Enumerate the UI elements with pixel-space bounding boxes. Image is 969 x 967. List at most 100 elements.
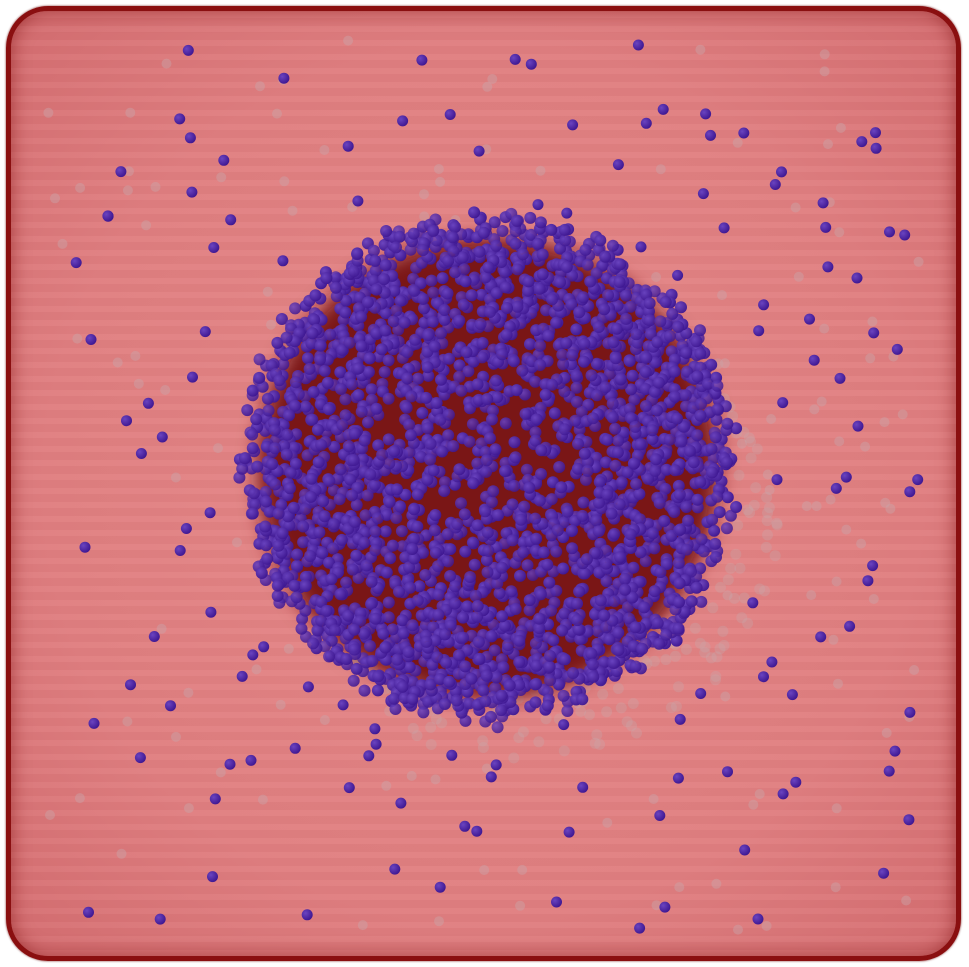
faint-particle xyxy=(171,731,181,742)
cluster-particle xyxy=(653,637,666,650)
faint-particle xyxy=(711,878,722,889)
cluster-particle xyxy=(449,580,462,593)
faint-particle xyxy=(357,920,368,931)
cluster-particle xyxy=(479,695,492,708)
free-particle xyxy=(563,826,575,838)
cluster-particle xyxy=(535,468,547,480)
cluster-particle xyxy=(354,614,367,627)
cluster-particle xyxy=(399,488,412,501)
free-particle xyxy=(657,103,669,115)
cluster-particle xyxy=(629,660,642,673)
cluster-particle xyxy=(435,373,447,386)
cluster-particle xyxy=(514,513,527,526)
faint-particle xyxy=(589,737,601,749)
cluster-particle xyxy=(351,247,364,260)
cluster-particle xyxy=(395,525,408,538)
faint-particle xyxy=(699,641,711,653)
cluster-particle xyxy=(304,490,317,503)
free-particle xyxy=(395,797,407,809)
cluster-particle xyxy=(408,503,420,516)
cluster-particle xyxy=(464,571,477,583)
cluster-particle xyxy=(674,523,687,536)
cluster-particle xyxy=(691,370,704,383)
cluster-particle xyxy=(253,353,266,366)
cluster-particle xyxy=(507,355,520,368)
cluster-particle xyxy=(651,404,663,417)
cluster-particle xyxy=(444,570,457,582)
free-particle xyxy=(490,759,502,771)
cluster-particle xyxy=(372,439,385,452)
cluster-particle xyxy=(501,302,513,314)
cluster-particle xyxy=(589,608,601,621)
cluster-particle xyxy=(321,376,334,389)
cluster-particle xyxy=(576,693,589,706)
cluster-particle xyxy=(379,324,392,337)
cluster-particle xyxy=(430,234,443,247)
cluster-particle xyxy=(416,244,429,257)
faint-particle xyxy=(725,562,737,574)
free-particle xyxy=(289,742,301,754)
faint-particle xyxy=(738,592,750,604)
cluster-particle xyxy=(348,427,361,440)
free-particle xyxy=(635,241,647,253)
cluster-particle xyxy=(390,241,402,254)
free-particle xyxy=(85,334,97,345)
cluster-particle xyxy=(422,329,435,342)
cluster-particle xyxy=(426,315,439,328)
cluster-particle xyxy=(413,580,426,593)
faint-particle xyxy=(141,220,152,231)
cluster-particle xyxy=(666,307,679,320)
faint-particle xyxy=(732,137,743,148)
faint-particle xyxy=(232,537,242,548)
cluster-particle xyxy=(477,684,490,697)
cluster-particle xyxy=(403,418,416,431)
cluster-particle xyxy=(487,618,500,631)
cluster-particle xyxy=(255,567,268,579)
cluster-particle xyxy=(271,579,284,592)
cluster-particle xyxy=(517,546,530,559)
cluster-particle xyxy=(694,347,707,360)
cluster-particle xyxy=(336,419,349,431)
cluster-particle xyxy=(592,321,605,333)
faint-particle xyxy=(584,709,595,721)
cluster-particle xyxy=(280,331,293,344)
cluster-particle xyxy=(543,660,556,673)
cluster-particle xyxy=(421,473,434,486)
cluster-particle xyxy=(476,351,489,364)
cluster-particle xyxy=(283,409,295,422)
cluster-particle xyxy=(364,468,377,481)
free-particle xyxy=(174,545,186,556)
cluster-particle xyxy=(297,520,310,533)
cluster-particle xyxy=(553,678,565,691)
cluster-particle xyxy=(469,590,482,602)
faint-particle xyxy=(665,702,677,713)
cluster-particle xyxy=(339,306,352,319)
cluster-particle xyxy=(400,401,413,414)
free-particle xyxy=(352,195,364,207)
cluster-particle xyxy=(495,704,508,717)
faint-particle xyxy=(742,504,754,516)
cluster-particle xyxy=(620,312,633,325)
cluster-particle xyxy=(403,561,416,574)
cluster-particle xyxy=(239,452,251,465)
cluster-particle xyxy=(396,680,409,693)
cluster-particle xyxy=(309,289,322,302)
cluster-particle xyxy=(299,570,312,583)
cluster-particle xyxy=(611,446,624,459)
faint-particle xyxy=(809,404,820,415)
cluster-particle xyxy=(623,612,636,625)
free-particle xyxy=(697,188,709,200)
faint-particle xyxy=(689,622,701,634)
faint-particle xyxy=(255,81,265,92)
faint-particle xyxy=(761,920,772,931)
faint-particle xyxy=(793,271,804,282)
cluster-particle xyxy=(377,627,390,640)
cluster-particle xyxy=(344,473,357,486)
cluster-particle xyxy=(444,619,457,632)
cluster-particle xyxy=(348,643,361,656)
cluster-particle xyxy=(382,433,395,446)
free-particle xyxy=(758,299,770,311)
cluster-particle xyxy=(578,447,591,460)
free-particle xyxy=(870,142,882,154)
cluster-particle xyxy=(346,489,358,502)
